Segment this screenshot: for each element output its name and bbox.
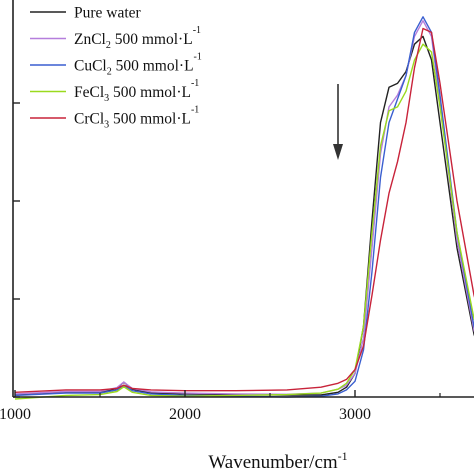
x-axis-label-superscript: -1 — [338, 449, 348, 463]
legend-label-4: CrCl3 500 mmol·L-1 — [74, 105, 199, 131]
x-axis-label: Wavenumber/cm-1 — [208, 449, 347, 473]
x-tick-label: 3000 — [339, 406, 371, 423]
legend-label-1: ZnCl2 500 mmol·L-1 — [74, 25, 201, 51]
plot-lines — [14, 16, 474, 400]
x-tick-label: 1000 — [0, 406, 31, 423]
annotation — [333, 84, 343, 160]
ticks: 1000 2000 3000 — [0, 102, 441, 423]
x-axis-label-text: Wavenumber/cm — [208, 452, 338, 473]
legend-label-3: FeCl3 500 mmol·L-1 — [74, 78, 199, 104]
arrow-down-icon — [333, 144, 343, 160]
series-line-4 — [14, 27, 474, 393]
axes — [12, 0, 474, 398]
x-tick-label: 2000 — [169, 406, 201, 423]
legend-label-2: CuCl2 500 mmol·L-1 — [74, 52, 202, 78]
series-line-2 — [14, 16, 474, 398]
legend-label-0: Pure water — [74, 5, 142, 22]
